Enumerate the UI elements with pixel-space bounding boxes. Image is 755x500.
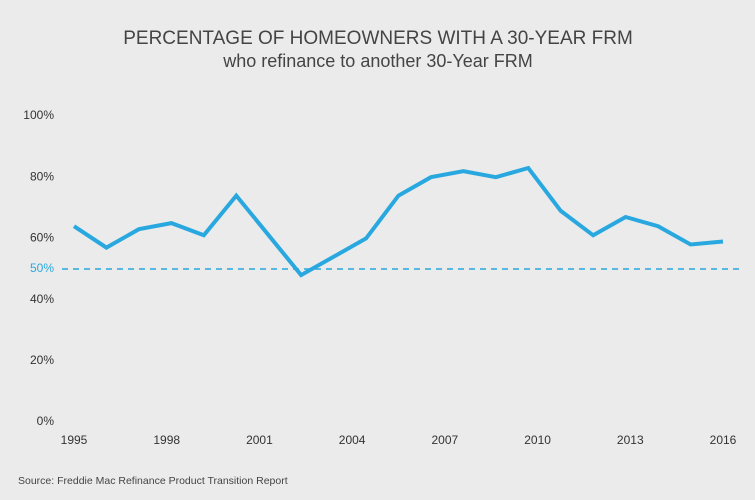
x-tick-label: 1998 bbox=[153, 433, 180, 447]
data-line bbox=[72, 165, 724, 278]
source-note: Source: Freddie Mac Refinance Product Tr… bbox=[18, 475, 288, 487]
y-tick-label: 20% bbox=[30, 353, 54, 367]
chart-subtitle: who refinance to another 30-Year FRM bbox=[222, 51, 533, 71]
y-tick-label: 40% bbox=[30, 292, 54, 306]
y-tick-label: 60% bbox=[30, 231, 54, 245]
reference-label: 50% bbox=[30, 261, 54, 275]
chart-title: PERCENTAGE OF HOMEOWNERS WITH A 30-YEAR … bbox=[123, 28, 633, 49]
x-tick-label: 2004 bbox=[339, 433, 366, 447]
x-tick-label: 2010 bbox=[524, 433, 551, 447]
y-tick-label: 80% bbox=[30, 169, 54, 183]
x-tick-label: 2013 bbox=[617, 433, 644, 447]
y-tick-label: 100% bbox=[23, 108, 54, 122]
x-tick-label: 2007 bbox=[432, 433, 459, 447]
x-tick-label: 1995 bbox=[61, 433, 88, 447]
x-tick-label: 2016 bbox=[710, 433, 737, 447]
y-tick-label: 0% bbox=[37, 414, 55, 428]
x-tick-label: 2001 bbox=[246, 433, 273, 447]
